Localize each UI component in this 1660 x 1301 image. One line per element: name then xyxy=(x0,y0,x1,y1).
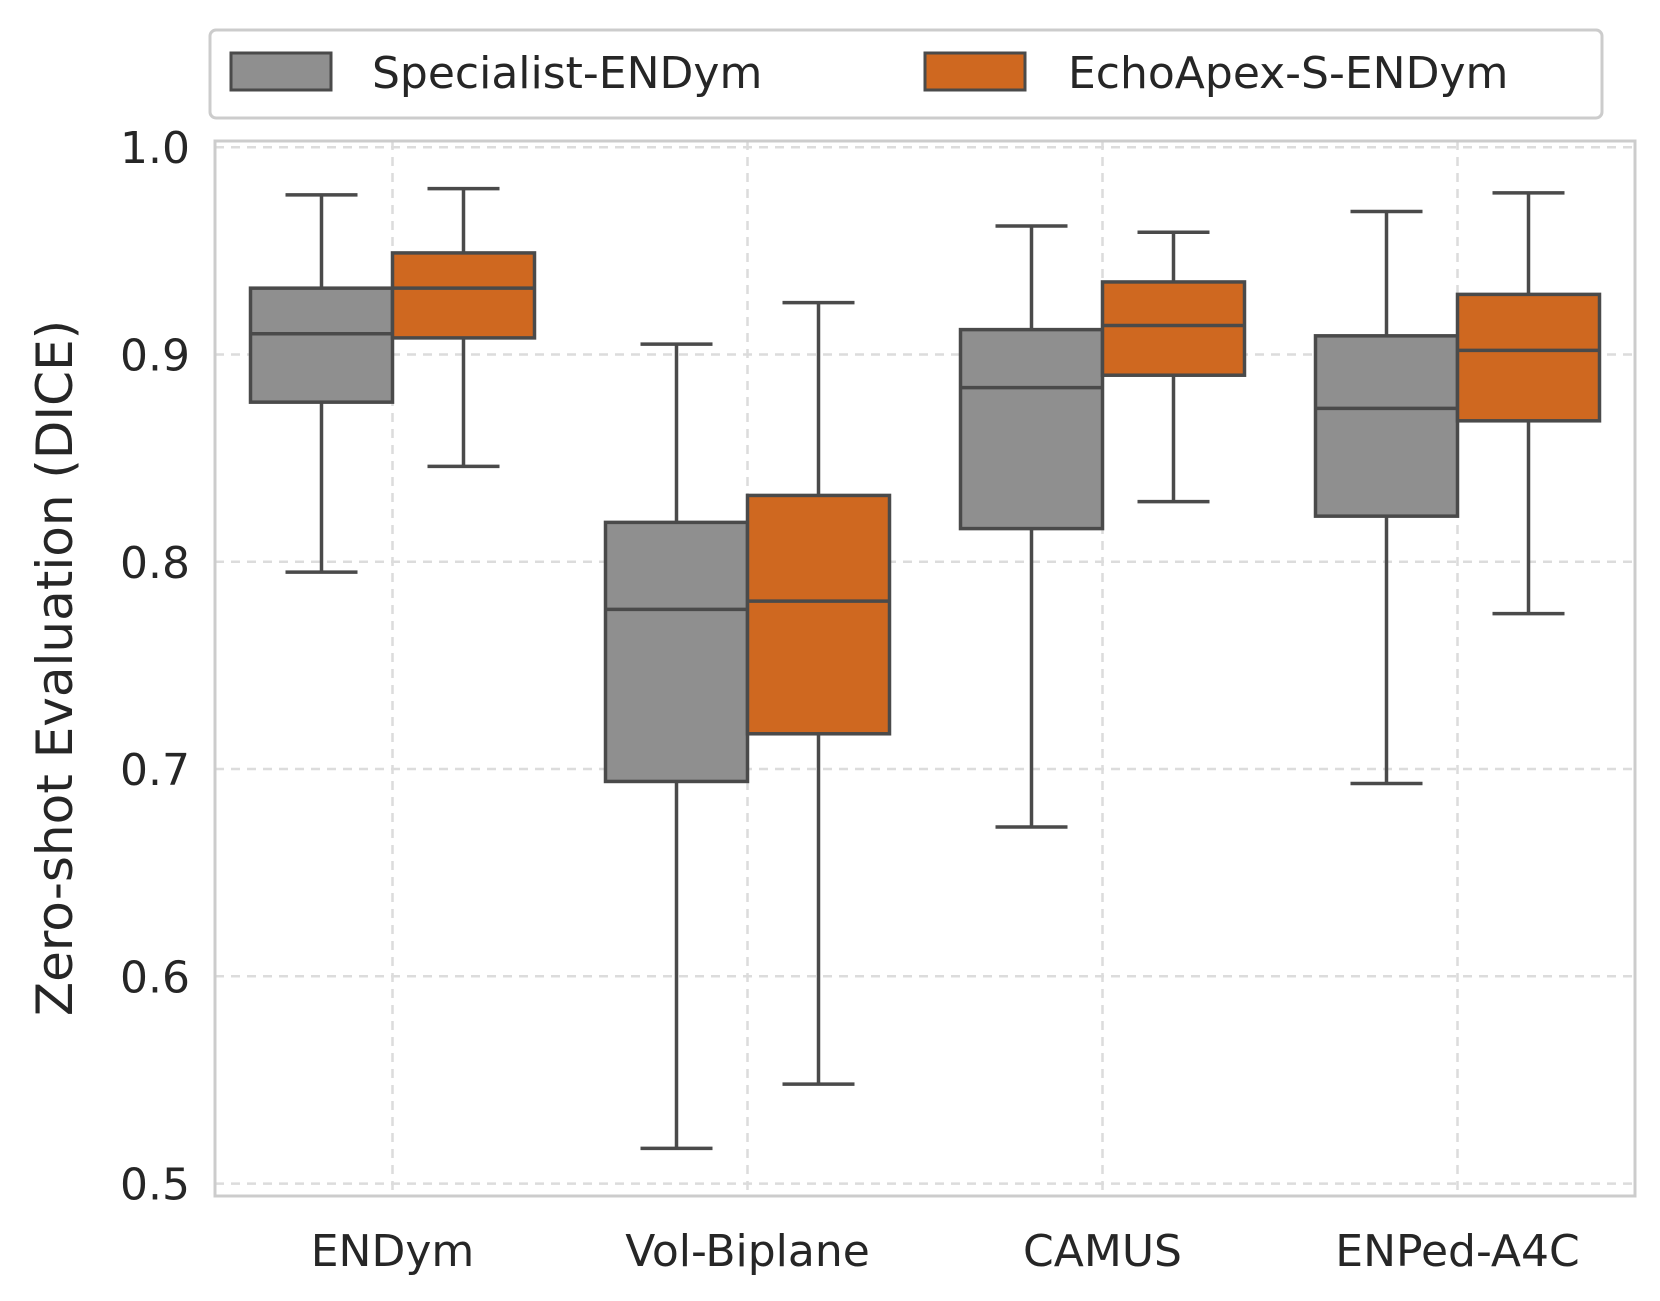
box-group xyxy=(1100,230,1247,504)
box-group xyxy=(1455,191,1602,616)
grid xyxy=(215,141,1635,1196)
x-tick-label: Vol-Biplane xyxy=(625,1226,870,1277)
x-axis-ticks: ENDym Vol-Biplane CAMUS ENPed-A4C xyxy=(311,1226,1580,1277)
box-body xyxy=(390,251,537,340)
box-group xyxy=(248,193,395,574)
y-tick-label: 0.8 xyxy=(120,538,190,589)
box-group xyxy=(1313,209,1460,786)
box-body xyxy=(1455,292,1602,423)
plot-frame xyxy=(213,139,1637,1198)
box-body xyxy=(248,286,395,404)
y-tick-label: 0.5 xyxy=(120,1160,190,1211)
box-body xyxy=(1313,334,1460,518)
y-tick-label: 1.0 xyxy=(120,123,190,174)
x-tick-label: ENPed-A4C xyxy=(1335,1226,1579,1277)
legend-frame xyxy=(208,28,1604,120)
box-group xyxy=(390,186,537,469)
box-body xyxy=(745,493,892,736)
y-tick-label: 0.7 xyxy=(120,745,190,796)
y-axis-title: Zero-shot Evaluation (DICE) xyxy=(26,320,84,1016)
y-axis-ticks: 0.5 0.6 0.7 0.8 0.9 1.0 xyxy=(120,123,190,1210)
legend-swatch-specialist xyxy=(229,51,333,92)
box-group xyxy=(745,300,892,1086)
y-tick-label: 0.9 xyxy=(120,330,190,381)
box-body xyxy=(1100,280,1247,377)
y-tick-label: 0.6 xyxy=(120,952,190,1003)
box-group xyxy=(958,224,1105,829)
box-group xyxy=(603,342,750,1151)
boxes xyxy=(248,186,1602,1151)
legend-label-echoapex: EchoApex-S-ENDym xyxy=(1068,48,1508,99)
legend-swatch-echoapex xyxy=(923,51,1027,92)
legend: Specialist-ENDym EchoApex-S-ENDym xyxy=(208,28,1604,120)
x-tick-label: CAMUS xyxy=(1023,1226,1182,1277)
box-body xyxy=(603,520,750,784)
box-body xyxy=(958,327,1105,531)
legend-label-specialist: Specialist-ENDym xyxy=(372,48,762,99)
plot-area xyxy=(213,139,1637,1198)
x-tick-label: ENDym xyxy=(311,1226,475,1277)
